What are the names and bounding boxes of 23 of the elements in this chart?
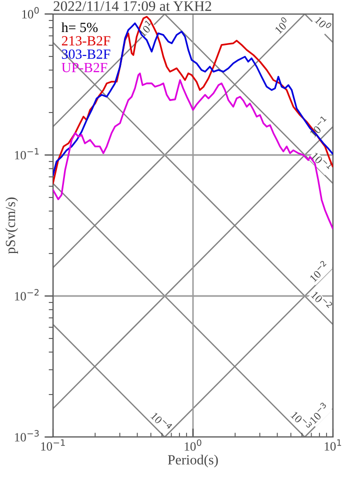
annotation: 10$^{−3}$: [308, 402, 330, 424]
text: UP-B2F: [62, 62, 108, 72]
annotation: 10$^{1}$: [136, 20, 154, 38]
y-tick-label: 10$^{0}$: [22, 7, 39, 18]
annotation: 10$^{0}$: [314, 14, 332, 32]
y-tick-label: 10$^{−1}$: [15, 148, 39, 160]
legend-title: h= 5%: [61, 22, 98, 32]
annotation: 10$^{−1}$: [310, 150, 333, 172]
annotation: 10$^{−1}$: [308, 116, 330, 138]
y-axis-title: pSv(cm/s): [5, 198, 18, 254]
annotation: 10$^{−2}$: [308, 260, 330, 282]
series-label: 213-B2F: [62, 36, 110, 46]
x-tick-label: 10$^{−1}$: [41, 439, 65, 451]
x-tick-label: 10$^{1}$: [324, 439, 342, 451]
chart-title: 2022/11/14 17:09 at YKH2: [54, 1, 212, 12]
annotation: 10$^{−4}$: [150, 410, 173, 432]
y-tick-label: 10$^{−3}$: [15, 430, 39, 442]
annotation: 10$^{−2}$: [310, 289, 333, 312]
x-axis-title: Period(s): [168, 454, 218, 468]
series-label: 303-B2F: [62, 49, 110, 59]
annotation: 10$^{0}$: [272, 16, 290, 34]
x-tick-label: 10$^{0}$: [184, 439, 202, 451]
y-tick-label: 10$^{−2}$: [15, 289, 39, 300]
